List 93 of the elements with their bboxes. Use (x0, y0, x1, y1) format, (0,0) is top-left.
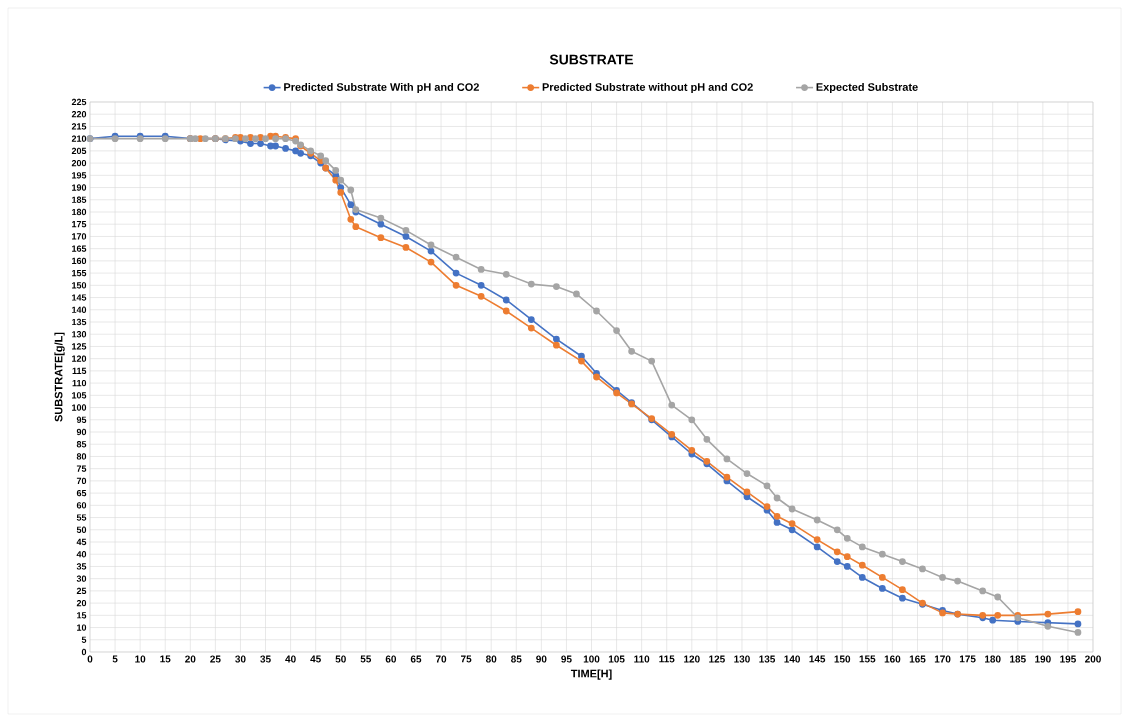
y-tick-label: 180 (72, 208, 87, 216)
x-tick-label: 40 (285, 655, 296, 663)
y-tick-label: 85 (76, 441, 87, 448)
x-tick-label: 55 (360, 655, 372, 663)
y-tick-label: 40 (76, 551, 87, 558)
x-tick-label: 185 (1010, 655, 1026, 663)
y-tick-label: 55 (76, 514, 87, 521)
y-tick-label: 45 (76, 538, 87, 546)
y-tick-label: 175 (72, 221, 87, 228)
y-tick-label: 60 (76, 502, 87, 509)
x-tick-label: 135 (759, 655, 776, 663)
y-tick-label: 80 (76, 453, 87, 460)
x-tick-label: 190 (1035, 655, 1051, 663)
x-tick-label: 65 (410, 655, 422, 663)
y-tick-label: 115 (72, 367, 87, 375)
y-tick-label: 65 (76, 489, 87, 497)
y-tick-label: 200 (71, 159, 87, 167)
x-axis-title: TIME[H] (570, 669, 612, 680)
y-tick-label: 25 (76, 587, 87, 595)
y-tick-label: 70 (76, 477, 87, 485)
y-tick-label: 95 (76, 416, 87, 423)
y-tick-label: 120 (72, 355, 87, 362)
x-tick-label: 30 (235, 655, 246, 663)
legend-label: Predicted Substrate without pH and CO2 (542, 82, 753, 94)
x-tick-label: 105 (608, 655, 625, 663)
chart-title: SUBSTRATE (549, 54, 634, 65)
y-tick-label: 155 (72, 269, 87, 277)
y-tick-label: 185 (72, 196, 87, 203)
y-tick-label: 190 (72, 184, 87, 191)
x-tick-label: 160 (884, 655, 901, 663)
x-tick-label: 200 (1085, 655, 1101, 663)
x-tick-label: 95 (561, 655, 572, 663)
x-tick-label: 85 (511, 655, 522, 663)
y-tick-label: 30 (76, 575, 87, 582)
x-tick-label: 70 (435, 655, 447, 663)
y-tick-label: 195 (72, 172, 87, 179)
y-tick-label: 215 (71, 123, 87, 130)
x-tick-label: 130 (734, 655, 750, 663)
x-tick-label: 110 (634, 655, 650, 663)
y-tick-label: 35 (76, 563, 87, 570)
y-tick-label: 15 (77, 612, 87, 619)
y-tick-label: 205 (71, 147, 87, 155)
y-tick-label: 165 (72, 245, 87, 252)
x-tick-label: 125 (709, 655, 725, 663)
y-tick-label: 100 (72, 404, 87, 411)
x-tick-label: 25 (210, 655, 221, 663)
x-tick-label: 80 (485, 655, 497, 663)
y-tick-label: 20 (76, 599, 87, 607)
x-tick-label: 75 (461, 655, 472, 663)
y-tick-label: 105 (72, 392, 87, 399)
y-tick-label: 110 (72, 379, 87, 387)
y-tick-label: 140 (72, 306, 87, 313)
x-tick-label: 115 (659, 655, 675, 663)
x-tick-label: 175 (959, 655, 976, 663)
x-tick-label: 90 (536, 655, 547, 663)
y-tick-label: 90 (76, 428, 87, 436)
x-tick-label: 170 (934, 655, 951, 663)
y-tick-label: 150 (72, 282, 87, 289)
x-tick-label: 195 (1060, 655, 1076, 663)
y-tick-label: 145 (72, 294, 87, 301)
x-tick-label: 0 (87, 655, 93, 663)
y-tick-label: 220 (71, 111, 87, 118)
x-tick-label: 35 (260, 655, 271, 663)
y-tick-label: 50 (76, 526, 87, 533)
x-tick-label: 140 (784, 655, 801, 663)
x-tick-label: 120 (684, 655, 700, 663)
x-tick-label: 45 (310, 655, 321, 663)
x-tick-label: 20 (185, 655, 196, 663)
y-tick-label: 130 (72, 331, 87, 338)
x-tick-label: 145 (809, 655, 826, 663)
y-tick-label: 10 (77, 624, 87, 631)
x-tick-label: 100 (583, 655, 600, 663)
x-tick-label: 180 (985, 655, 1001, 663)
legend-label: Predicted Substrate With pH and CO2 (284, 82, 479, 94)
y-tick-label: 170 (72, 233, 87, 240)
y-tick-label: 75 (76, 465, 87, 472)
y-tick-label: 0 (81, 648, 87, 656)
y-tick-label: 160 (72, 257, 87, 265)
x-tick-label: 15 (160, 655, 171, 663)
x-tick-label: 10 (135, 655, 146, 663)
y-tick-label: 225 (71, 98, 87, 106)
x-tick-label: 50 (335, 655, 346, 663)
x-tick-label: 60 (385, 655, 397, 663)
x-tick-label: 5 (112, 655, 118, 663)
y-tick-label: 135 (72, 318, 87, 326)
x-tick-label: 155 (859, 655, 876, 663)
y-tick-label: 5 (81, 636, 87, 643)
x-tick-label: 165 (909, 655, 926, 663)
y-tick-label: 125 (72, 343, 87, 350)
x-tick-label: 150 (834, 655, 851, 663)
y-axis-title: SUBSTRATE[g/L] (54, 332, 65, 422)
y-tick-label: 210 (71, 135, 87, 142)
legend-label: Expected Substrate (816, 82, 918, 94)
